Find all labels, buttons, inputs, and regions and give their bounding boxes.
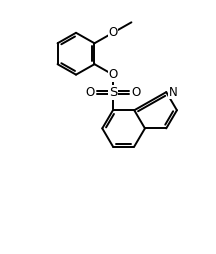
- Text: O: O: [86, 86, 95, 99]
- Text: O: O: [108, 26, 118, 39]
- Text: O: O: [131, 86, 140, 99]
- Text: O: O: [108, 68, 118, 81]
- Text: S: S: [109, 86, 117, 99]
- Text: N: N: [169, 86, 178, 99]
